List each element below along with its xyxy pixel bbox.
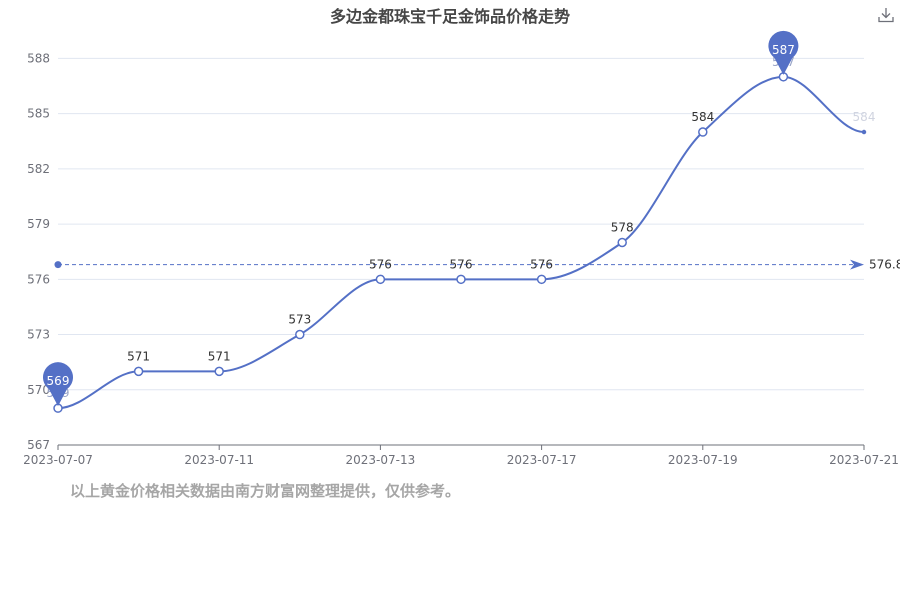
data-point: [698, 127, 708, 137]
y-tick-label: 588: [27, 51, 50, 65]
y-tick-label: 570: [27, 383, 50, 397]
x-tick-label: 2023-07-21: [829, 453, 899, 467]
x-tick-label: 2023-07-17: [507, 453, 577, 467]
data-labels: 569571571573576576576578584587584: [47, 55, 876, 400]
data-label: 576: [530, 257, 553, 271]
mark-points: 587 569: [43, 30, 799, 407]
chart-title: 多边金都珠宝千足金饰品价格走势: [329, 7, 570, 26]
chart-area: 567 570 573 576 579 582 585 588 2023-07-07 2023-…: [23, 30, 900, 467]
source-note: 以上黄金价格相关数据由南方财富网整理提供，仅供参考。: [70, 482, 461, 500]
y-tick-label: 576: [27, 272, 50, 286]
data-point: [295, 329, 305, 340]
data-label: 578: [611, 221, 634, 235]
min-mark-point-shape: [43, 362, 74, 407]
series-line: [57, 75, 865, 410]
x-tick-label: 2023-07-11: [184, 453, 254, 467]
data-point: [375, 274, 386, 285]
data-label: 584: [853, 110, 876, 124]
download-icon[interactable]: [877, 6, 895, 24]
data-label: 571: [208, 349, 231, 363]
max-mark-point-label: 587: [772, 43, 795, 57]
min-mark-point-label: 569: [47, 374, 70, 388]
y-tick-label: 582: [27, 162, 50, 176]
data-point: [456, 274, 466, 285]
data-point: [214, 366, 224, 377]
x-tick-label: 2023-07-19: [668, 453, 738, 467]
data-point: [536, 274, 547, 285]
data-label: 576: [450, 257, 473, 271]
grid-lines: [58, 57, 864, 446]
average-line-label: 576.8: [869, 258, 900, 272]
x-tick-label: 2023-07-07: [23, 453, 93, 467]
data-label: 576: [369, 257, 392, 271]
y-tick-label: 579: [27, 217, 50, 231]
data-point: [861, 129, 867, 135]
y-tick-label: 585: [27, 107, 50, 121]
data-label: 584: [691, 110, 714, 124]
x-tick-label: 2023-07-13: [346, 453, 416, 467]
average-mark-line: 576.8: [54, 258, 900, 272]
max-mark-point: 587: [768, 30, 799, 75]
data-label: 571: [127, 349, 150, 363]
price-series: [53, 72, 867, 413]
x-axis: 2023-07-07 2023-07-11 2023-07-13 2023-07-17…: [23, 444, 899, 467]
data-label: 573: [288, 313, 311, 327]
data-point: [133, 366, 144, 377]
data-point: [617, 237, 627, 248]
max-mark-point-shape: [768, 30, 799, 75]
y-axis: 567 570 573 576 579 582 585 588: [27, 51, 50, 452]
min-mark-point: 569: [43, 362, 74, 407]
y-tick-label: 573: [27, 328, 50, 342]
average-line-arrow: [850, 259, 864, 270]
y-tick-label: 567: [27, 438, 50, 452]
